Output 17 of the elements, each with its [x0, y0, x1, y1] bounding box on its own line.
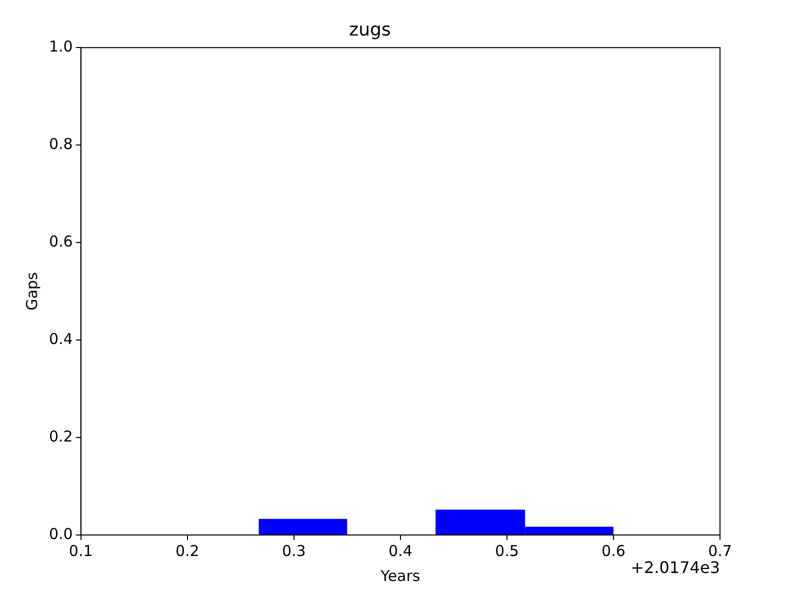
y-tick-label: 0.6 — [48, 232, 73, 250]
y-tick-label: 1.0 — [48, 37, 73, 56]
y-tick-label: 0.8 — [48, 134, 73, 153]
x-tick-label: 0.2 — [175, 542, 200, 560]
chart-title: zugs — [349, 19, 391, 40]
y-tick-label: 0.2 — [48, 427, 73, 446]
x-tick-label: 0.7 — [708, 542, 732, 560]
x-tick-label: 0.1 — [68, 542, 93, 560]
x-tick-label: 0.3 — [282, 542, 306, 560]
x-axis-title: Years — [380, 566, 420, 585]
y-tick-label: 0.4 — [48, 330, 73, 348]
text: +2.0174e3 — [630, 558, 720, 578]
x-tick-label: 0.5 — [495, 542, 519, 560]
x-tick-label: 0.4 — [388, 542, 412, 560]
y-tick-label: 0.0 — [48, 524, 73, 543]
x-tick-label: 0.6 — [602, 542, 626, 560]
y-axis-title: Gaps — [22, 272, 41, 310]
